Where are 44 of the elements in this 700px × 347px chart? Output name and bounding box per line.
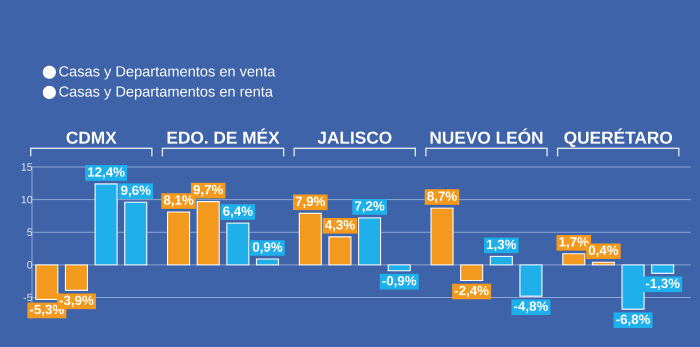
data-label: 7,9% <box>296 196 326 208</box>
y-tick-label: -5 <box>24 294 32 302</box>
bar <box>651 264 674 274</box>
data-label: -1,3% <box>646 278 680 290</box>
x-tick-label: NUEVO LEÓN <box>430 128 542 144</box>
bar <box>124 202 148 266</box>
bar <box>388 264 411 272</box>
data-label: 8,7% <box>427 191 457 203</box>
y-tick-label: 10 <box>22 196 32 204</box>
y-tick-label: 5 <box>27 228 32 236</box>
bar <box>256 258 280 266</box>
data-label: -2,4% <box>454 286 489 298</box>
bar <box>519 264 542 297</box>
data-label: 9,7% <box>194 184 223 196</box>
data-label: 1,7% <box>559 237 589 248</box>
bar <box>460 264 484 282</box>
bar <box>490 256 513 266</box>
legend-label: Casas y Departamentos en venta <box>59 66 276 80</box>
x-tick-label: QUERÉTARO <box>564 128 672 148</box>
data-label: 6,4% <box>223 206 253 218</box>
data-label: 7,2% <box>355 201 384 213</box>
data-label: 0,9% <box>252 242 282 254</box>
data-label: 9,6% <box>121 186 151 197</box>
data-label: 1,3% <box>487 240 516 252</box>
x-tick-label: EDO. DE MÉX <box>168 128 280 144</box>
data-label: 8,1% <box>164 195 194 207</box>
data-label: 12,4% <box>88 167 125 179</box>
data-label: 0,4% <box>588 246 618 257</box>
x-tick-label: JALISCO <box>318 132 392 144</box>
legend-label: Casas y Departamentos en renta <box>59 86 273 100</box>
bar <box>167 211 190 266</box>
bar <box>592 262 615 266</box>
data-label: -3,9% <box>60 296 94 307</box>
x-tick-label: CDMX <box>66 132 117 144</box>
data-label: 4,3% <box>324 220 355 232</box>
data-label: -4,8% <box>514 302 548 313</box>
bar <box>358 217 382 266</box>
y-tick-label: 0 <box>27 261 32 269</box>
y-tick-label: 15 <box>22 163 32 171</box>
bar <box>64 264 88 291</box>
data-label: -0,9% <box>382 276 416 288</box>
bar <box>430 208 454 266</box>
data-label: -6,8% <box>616 314 650 326</box>
bar <box>328 236 352 266</box>
